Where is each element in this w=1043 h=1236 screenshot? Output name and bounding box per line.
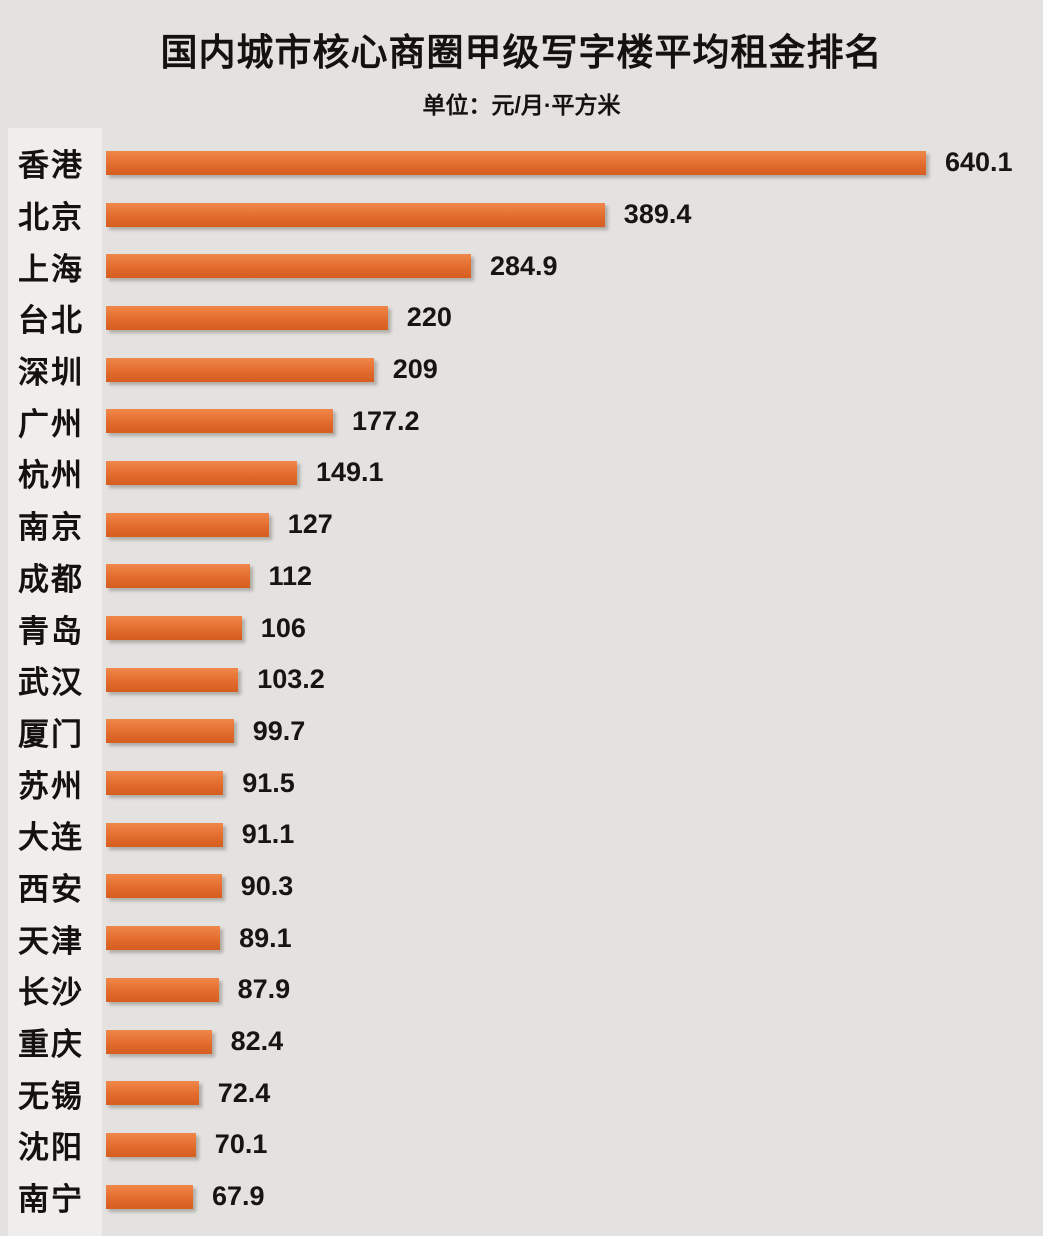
rent-bar — [106, 305, 388, 330]
value-label: 284.9 — [490, 250, 558, 281]
bar-row: 南宁 67.9 — [0, 1171, 1043, 1223]
bar-row: 大连 91.1 — [0, 809, 1043, 861]
bar-row: 沈阳 70.1 — [0, 1119, 1043, 1171]
bar-row: 青岛 106 — [0, 602, 1043, 654]
city-label: 杭州 — [18, 458, 84, 494]
city-label: 上海 — [18, 251, 84, 287]
rent-bar — [106, 1184, 193, 1209]
rent-bar — [106, 771, 224, 796]
bar-row: 广州 177.2 — [0, 395, 1043, 447]
rent-bar — [106, 202, 605, 227]
value-label: 72.4 — [217, 1077, 271, 1108]
value-label: 70.1 — [214, 1129, 268, 1160]
rent-bar — [106, 512, 269, 537]
bar-row: 成都 112 — [0, 551, 1043, 603]
rent-bar — [106, 719, 234, 744]
city-label: 北京 — [18, 200, 84, 236]
bar-row: 北京 389.4 — [0, 189, 1043, 241]
rent-bar — [106, 977, 219, 1002]
bar-row: 杭州 149.1 — [0, 447, 1043, 499]
city-label: 长沙 — [18, 975, 84, 1011]
city-label: 成都 — [18, 561, 84, 597]
rent-bar — [106, 822, 223, 847]
value-label: 89.1 — [239, 922, 292, 953]
value-label: 82.4 — [230, 1026, 284, 1057]
chart-unit-label: 单位：元/月·平方米 — [422, 92, 621, 118]
city-label: 台北 — [18, 303, 84, 339]
city-label: 深圳 — [18, 355, 84, 391]
bar-row: 南京 127 — [0, 499, 1043, 551]
value-label: 67.9 — [212, 1181, 265, 1212]
city-label: 大连 — [18, 820, 84, 856]
rent-bar — [106, 150, 926, 175]
rent-bar — [106, 357, 374, 382]
value-label: 209 — [392, 354, 438, 385]
bar-row: 台北 220 — [0, 292, 1043, 344]
value-label: 112 — [268, 560, 313, 591]
value-label: 90.3 — [240, 870, 294, 901]
bar-row: 苏州 91.5 — [0, 757, 1043, 809]
value-label: 91.5 — [242, 767, 295, 798]
city-label-column-background — [8, 128, 102, 1236]
bar-row: 上海 284.9 — [0, 240, 1043, 292]
value-label: 149.1 — [316, 457, 384, 488]
bar-row: 天津 89.1 — [0, 912, 1043, 964]
value-label: 177.2 — [352, 405, 420, 436]
city-label: 沈阳 — [18, 1130, 84, 1166]
city-label: 西安 — [18, 871, 84, 907]
value-label: 106 — [260, 612, 306, 643]
bar-row: 长沙 87.9 — [0, 964, 1043, 1016]
bar-row: 武汉 103.2 — [0, 654, 1043, 706]
rent-bar — [106, 1029, 212, 1054]
value-label: 220 — [406, 302, 452, 333]
rent-bar — [106, 616, 242, 641]
rent-bar — [106, 667, 239, 692]
city-label: 天津 — [18, 923, 84, 959]
city-label: 广州 — [18, 406, 84, 442]
value-label: 127 — [287, 509, 333, 540]
rent-bar — [106, 564, 250, 589]
rent-bar — [106, 254, 471, 279]
rent-bar — [106, 460, 297, 485]
value-label: 103.2 — [257, 664, 325, 695]
bar-chart: 香港 640.1 北京 389.4 上海 284.9 台北 220 深圳 209 广州 177.2 杭州… — [0, 137, 1043, 1222]
bar-row: 无锡 72.4 — [0, 1067, 1043, 1119]
rent-bar — [106, 409, 333, 434]
city-label: 南京 — [18, 510, 84, 546]
value-label: 99.7 — [252, 715, 306, 746]
bar-row: 深圳 209 — [0, 344, 1043, 396]
bar-row: 重庆 82.4 — [0, 1016, 1043, 1068]
city-label: 香港 — [18, 148, 84, 184]
city-label: 无锡 — [18, 1078, 84, 1114]
rent-bar — [106, 1132, 196, 1157]
city-label: 武汉 — [18, 665, 84, 701]
rent-bar — [106, 1081, 199, 1106]
chart-header: 国内城市核心商圈甲级写字楼平均租金排名 单位：元/月·平方米 — [0, 0, 1043, 120]
city-label: 厦门 — [18, 716, 84, 752]
rent-bar — [106, 926, 221, 951]
city-label: 苏州 — [18, 768, 84, 804]
value-label: 640.1 — [945, 147, 1013, 178]
value-label: 389.4 — [623, 199, 692, 230]
value-label: 87.9 — [237, 974, 291, 1005]
city-label: 南宁 — [18, 1182, 84, 1218]
bar-row: 西安 90.3 — [0, 861, 1043, 913]
bar-row: 厦门 99.7 — [0, 706, 1043, 758]
city-label: 重庆 — [18, 1027, 84, 1063]
value-label: 91.1 — [241, 819, 295, 850]
bar-row: 香港 640.1 — [0, 137, 1043, 189]
city-label: 青岛 — [18, 613, 84, 649]
rent-bar — [106, 874, 222, 899]
chart-title: 国内城市核心商圈甲级写字楼平均租金排名 — [160, 32, 883, 73]
